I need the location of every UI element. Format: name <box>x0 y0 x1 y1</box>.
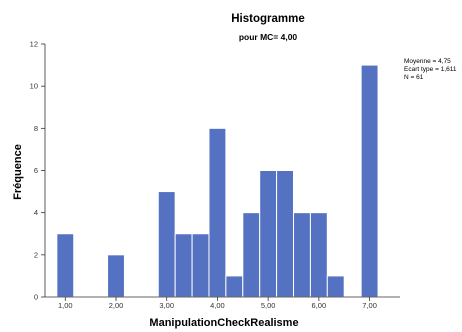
x-tick-label: 7,00 <box>362 301 377 310</box>
x-tick-label: 6,00 <box>312 301 327 310</box>
y-tick-label: 8 <box>34 124 38 133</box>
stats-std-dev: Ecart type = 1,611 <box>404 66 457 73</box>
histogram-bar <box>174 233 193 298</box>
histogram-bar <box>309 212 328 298</box>
histogram-bar <box>360 64 379 298</box>
histogram-bar <box>56 233 75 298</box>
y-tick-label: 6 <box>34 166 38 175</box>
histogram-bar <box>208 127 227 298</box>
x-tick-label: 1,00 <box>58 301 73 310</box>
statistics-legend: Moyenne = 4,75 Ecart type = 1,611 N = 61 <box>404 58 457 81</box>
histogram-bar <box>326 275 345 298</box>
x-tick-label: 3,00 <box>159 301 174 310</box>
histogram-bar <box>276 170 294 298</box>
histogram-bar <box>157 191 176 298</box>
y-tick-label: 4 <box>34 208 38 217</box>
x-tick-label: 2,00 <box>109 301 124 310</box>
y-tick-label: 10 <box>30 82 38 91</box>
y-axis-ticks: 0 2 4 6 8 10 12 <box>30 40 45 302</box>
stats-count: N = 61 <box>404 74 424 81</box>
x-axis-ticks: 1,00 2,00 3,00 4,00 5,00 6,00 7,00 <box>58 297 377 310</box>
y-axis-title: Fréquence <box>12 144 24 200</box>
y-tick-label: 12 <box>30 40 38 49</box>
x-tick-label: 4,00 <box>210 301 225 310</box>
chart-title: Histogramme <box>231 13 305 25</box>
x-tick-label: 5,00 <box>261 301 276 310</box>
stats-mean: Moyenne = 4,75 <box>404 58 451 65</box>
histogram-bar <box>259 170 278 298</box>
y-tick-label: 0 <box>34 293 38 302</box>
histogram-bar <box>293 212 311 298</box>
y-tick-label: 2 <box>34 250 38 259</box>
histogram-bar <box>191 233 210 298</box>
histogram-bar <box>225 275 244 298</box>
histogram-bar <box>242 212 261 298</box>
x-axis-title: ManipulationCheckRealisme <box>149 317 298 329</box>
histogram-bar <box>107 254 125 298</box>
bars-group <box>56 64 379 298</box>
chart-subtitle: pour MC= 4,00 <box>239 32 298 42</box>
